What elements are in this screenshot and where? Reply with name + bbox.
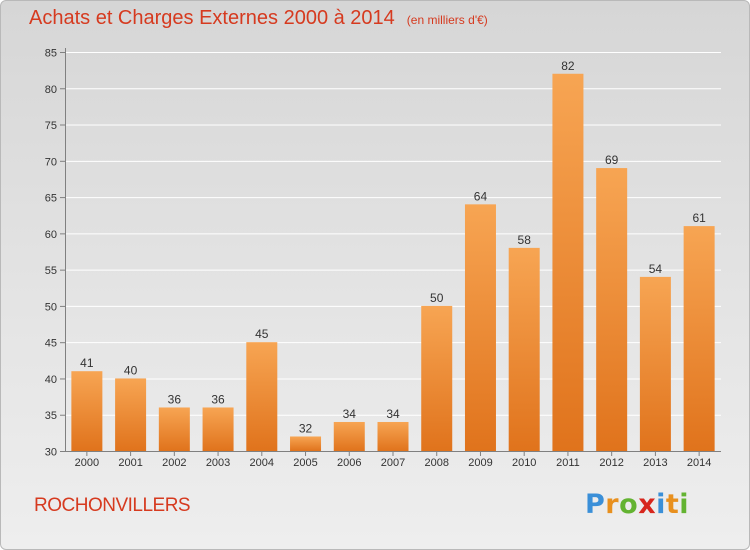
x-tick-label: 2012 bbox=[599, 457, 623, 469]
bar bbox=[596, 168, 628, 451]
place-name: ROCHONVILLERS bbox=[34, 495, 191, 516]
y-tick-label: 55 bbox=[45, 265, 57, 277]
data-label: 58 bbox=[518, 233, 532, 247]
bar bbox=[508, 247, 540, 451]
logo-letter: o bbox=[619, 489, 639, 520]
y-tick-label: 30 bbox=[45, 447, 57, 459]
bar bbox=[377, 421, 409, 451]
x-tick-label: 2001 bbox=[118, 457, 142, 469]
bar bbox=[290, 436, 322, 451]
bar bbox=[158, 407, 190, 451]
x-tick-label: 2000 bbox=[75, 457, 99, 469]
logo-letter: t bbox=[665, 489, 680, 520]
data-label: 50 bbox=[430, 291, 444, 305]
bar bbox=[202, 407, 234, 451]
x-tick-label: 2011 bbox=[556, 457, 580, 469]
x-tick-label: 2002 bbox=[162, 457, 186, 469]
data-label: 54 bbox=[649, 262, 663, 276]
bars bbox=[71, 73, 715, 451]
logo-letter: i bbox=[679, 489, 690, 520]
x-tick-label: 2009 bbox=[468, 457, 492, 469]
x-tick-label: 2007 bbox=[381, 457, 405, 469]
y-tick-label: 70 bbox=[45, 156, 57, 168]
y-tick-label: 45 bbox=[45, 338, 57, 350]
data-label: 32 bbox=[299, 421, 313, 435]
bar bbox=[421, 305, 453, 451]
logo-letter: x bbox=[638, 489, 657, 520]
logo-letter: r bbox=[605, 489, 620, 520]
bar bbox=[464, 204, 496, 451]
y-tick-label: 50 bbox=[45, 301, 57, 313]
bar bbox=[115, 378, 147, 451]
bar bbox=[552, 73, 584, 451]
y-tick-label: 65 bbox=[45, 193, 57, 205]
axes: 30 35 40 45 50 55 60 65 70 75 80 85 2000 2001 2002 2003… bbox=[45, 48, 721, 469]
data-label: 34 bbox=[343, 407, 357, 421]
y-tick-label: 75 bbox=[45, 120, 57, 132]
data-label: 45 bbox=[255, 327, 269, 341]
bar bbox=[333, 421, 365, 451]
data-label: 36 bbox=[168, 392, 182, 406]
y-tick-label: 40 bbox=[45, 374, 57, 386]
bar bbox=[683, 226, 715, 451]
bar bbox=[246, 342, 278, 451]
data-label: 82 bbox=[561, 59, 575, 73]
y-tick-label: 85 bbox=[45, 48, 57, 60]
unit-note: (en milliers d'€) bbox=[406, 13, 488, 27]
data-labels: 41 40 36 36 45 32 34 34 50 64 58 82 69 54 61 bbox=[80, 59, 706, 436]
data-label: 40 bbox=[124, 363, 138, 377]
title-text: Achats et Charges Externes 2000 à 2014 bbox=[29, 7, 395, 29]
y-tick-label: 35 bbox=[45, 410, 57, 422]
x-tick-label: 2010 bbox=[512, 457, 536, 469]
data-label: 34 bbox=[386, 407, 400, 421]
data-label: 41 bbox=[80, 356, 94, 370]
data-label: 69 bbox=[605, 153, 619, 167]
x-tick-label: 2013 bbox=[643, 457, 667, 469]
x-tick-label: 2006 bbox=[337, 457, 361, 469]
x-tick-label: 2014 bbox=[687, 457, 711, 469]
bar bbox=[639, 276, 671, 451]
bar bbox=[71, 371, 103, 451]
proxiti-logo: Proxiti bbox=[585, 489, 689, 520]
y-tick-label: 60 bbox=[45, 229, 57, 241]
x-tick-label: 2005 bbox=[293, 457, 317, 469]
x-tick-label: 2008 bbox=[424, 457, 448, 469]
data-label: 61 bbox=[692, 211, 706, 225]
x-tick-label: 2004 bbox=[250, 457, 274, 469]
chart-title: Achats et Charges Externes 2000 à 2014 (e… bbox=[29, 7, 488, 30]
data-label: 64 bbox=[474, 189, 488, 203]
data-label: 36 bbox=[211, 392, 225, 406]
logo-letter: i bbox=[656, 489, 666, 520]
logo-letter: P bbox=[585, 489, 606, 520]
y-tick-label: 80 bbox=[45, 84, 57, 96]
x-tick-label: 2003 bbox=[206, 457, 230, 469]
